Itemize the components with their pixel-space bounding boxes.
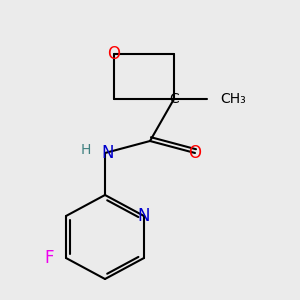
Text: H: H <box>81 143 92 157</box>
Text: F: F <box>44 249 54 267</box>
Text: O: O <box>188 144 202 162</box>
Text: O: O <box>107 45 121 63</box>
Text: N: N <box>102 144 114 162</box>
Text: CH₃: CH₃ <box>220 92 246 106</box>
Text: N: N <box>138 207 150 225</box>
Text: C: C <box>169 92 179 106</box>
